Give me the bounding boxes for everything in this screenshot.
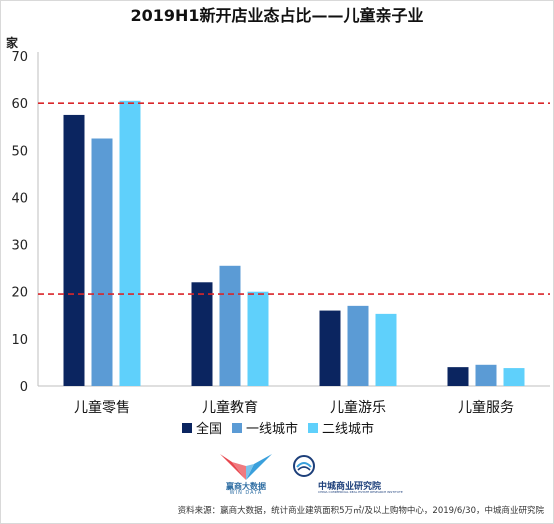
zc-institute-logo: 中城商业研究院 CHINA COMMERCIAL REAL ESTATE RES… <box>292 454 403 494</box>
win-data-logo: 赢商大数据 WIN DATA <box>214 452 278 496</box>
y-tick-label: 60 <box>11 97 28 112</box>
bar <box>119 100 141 387</box>
zc-institute-logo-text: 中城商业研究院 <box>318 482 382 492</box>
chart-title: 2019H1新开店业态占比——儿童亲子业 <box>130 6 424 25</box>
y-tick-label: 40 <box>11 191 28 206</box>
bar <box>247 291 269 386</box>
y-tick-label: 50 <box>11 144 28 159</box>
x-tick-label: 儿童服务 <box>458 399 514 416</box>
zc-institute-logo-icon <box>293 455 315 477</box>
bar <box>191 282 213 386</box>
bar <box>447 367 469 386</box>
y-tick-label: 20 <box>11 286 28 301</box>
bar <box>219 265 241 386</box>
x-tick-label: 儿童零售 <box>74 399 130 416</box>
legend-label-tier1: 一线城市 <box>246 422 299 437</box>
bar <box>375 313 397 386</box>
bar-chart: 0 10 20 30 40 50 60 70 儿童零售 儿童教育 儿童游乐 儿童服务 <box>11 50 550 416</box>
legend-label-tier2: 二线城市 <box>322 422 375 437</box>
legend-swatch-national <box>182 422 192 433</box>
bar <box>319 310 341 386</box>
zc-institute-logo-subtext: CHINA COMMERCIAL REAL ESTATE RESEARCH IN… <box>318 490 403 494</box>
legend-swatch-tier2 <box>308 422 319 433</box>
legend-item-tier2: 二线城市 <box>308 418 374 437</box>
win-data-logo-icon <box>220 454 272 480</box>
win-data-logo-text: 赢商大数据 <box>226 482 266 491</box>
legend-swatch-tier1 <box>232 422 243 433</box>
legend-item-national: 全国 <box>182 418 222 437</box>
legend-label-national: 全国 <box>196 422 223 437</box>
y-axis-unit: 家 <box>6 36 19 50</box>
legend-item-tier1: 一线城市 <box>232 418 298 437</box>
bar <box>503 368 525 386</box>
bar <box>347 305 369 386</box>
bar <box>475 364 497 386</box>
y-tick-label: 10 <box>11 333 28 348</box>
win-data-logo-subtext: WIN DATA <box>229 490 263 496</box>
source-note: 资料来源：赢商大数据，统计商业建筑面积5万㎡/及以上购物中心，2019/6/30… <box>177 506 544 516</box>
y-tick-label: 70 <box>11 50 28 65</box>
x-tick-label: 儿童教育 <box>202 399 258 416</box>
bar <box>63 114 85 386</box>
y-tick-label: 30 <box>11 239 28 254</box>
x-tick-label: 儿童游乐 <box>330 399 386 416</box>
y-tick-label: 0 <box>20 380 28 395</box>
legend: 全国 一线城市 二线城市 <box>182 418 374 437</box>
bar <box>91 138 113 386</box>
footer-logos: 赢商大数据 WIN DATA 中城商业研究院 CHINA COMMERCIAL … <box>0 452 554 498</box>
